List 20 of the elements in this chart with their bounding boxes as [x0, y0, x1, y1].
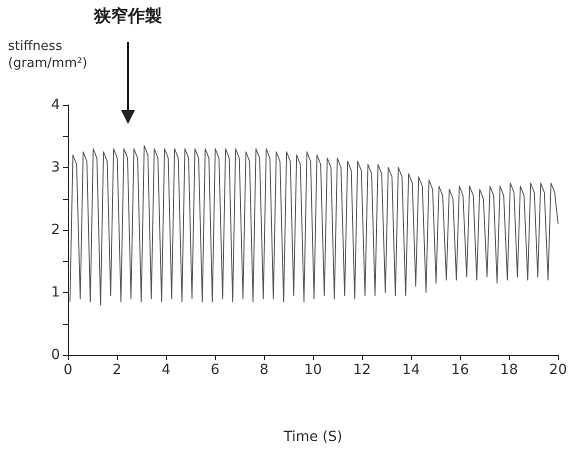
x-tick-label: 18	[500, 362, 518, 378]
x-tick-label: 8	[260, 362, 268, 378]
x-tick-label: 0	[64, 362, 72, 378]
y-tick-label: 2	[51, 222, 60, 238]
y-tick-label: 0	[51, 347, 60, 363]
x-tick-label: 2	[112, 362, 122, 378]
y-tick-label: 4	[51, 97, 60, 113]
x-tick-label: 4	[162, 362, 171, 378]
y-axis-title: stiffness (gram/mm²)	[8, 39, 88, 71]
x-tick-label: 16	[451, 362, 470, 378]
x-axis-title: Time (S)	[282, 429, 342, 445]
text: 狭窄作製	[93, 6, 162, 26]
x-tick-label: 6	[210, 362, 220, 378]
y-tick-label: 3	[51, 160, 60, 176]
y-tick-label: 1	[51, 284, 60, 300]
x-tick-label: 20	[549, 362, 568, 378]
line-series	[69, 145, 559, 306]
x-tick-label: 12	[353, 362, 371, 378]
x-tick-label: 14	[402, 362, 420, 378]
x-tick-label: 10	[304, 362, 322, 378]
